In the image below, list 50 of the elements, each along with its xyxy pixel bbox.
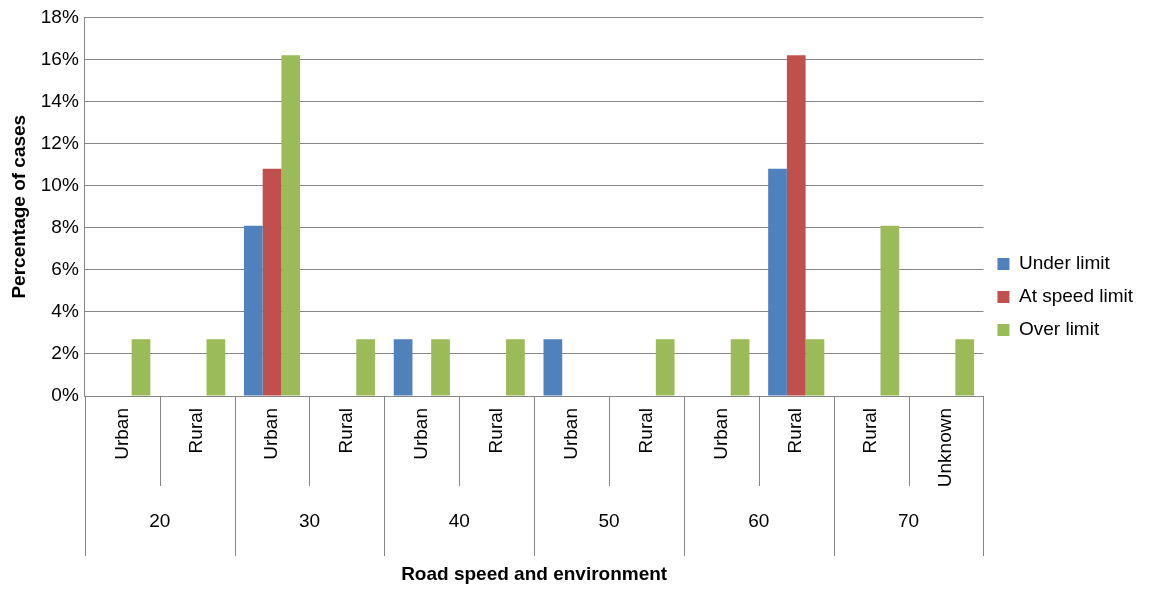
y-tick-label: 14% [40, 89, 79, 111]
y-tick-label: 6% [51, 258, 79, 280]
x-tick-label: Rural [185, 408, 207, 454]
text: 20 [149, 510, 171, 532]
x-tick-label: Urban [260, 408, 282, 460]
y-tick-label: 0% [51, 384, 79, 406]
legend-label: At speed limit [1018, 285, 1134, 307]
text: 70 [898, 510, 920, 532]
bar [393, 339, 413, 396]
bar [768, 168, 787, 396]
x-axis-title: Road speed and environment [401, 562, 668, 584]
bar [786, 55, 806, 396]
y-tick-label: 2% [51, 342, 79, 364]
bar [243, 225, 263, 396]
bar [131, 339, 151, 396]
text: 50 [598, 510, 620, 532]
y-axis-title: Percentage of cases [7, 114, 29, 299]
y-tick-label: 18% [40, 5, 79, 27]
bar [880, 225, 900, 396]
y-tick-label: 10% [40, 173, 79, 195]
bar [655, 339, 675, 396]
bar [955, 339, 975, 396]
y-tick-label: 8% [51, 215, 79, 237]
legend-label: Under limit [1018, 252, 1111, 274]
y-tick-label: 16% [40, 47, 79, 69]
x-tick-label: Rural [335, 408, 357, 454]
text: 40 [448, 510, 470, 532]
y-tick-label: 12% [40, 131, 79, 153]
text: 60 [748, 510, 770, 532]
bar [431, 339, 450, 396]
x-tick-label: Urban [410, 408, 432, 460]
x-tick-label: Rural [784, 408, 806, 454]
x-tick-label: Rural [634, 408, 656, 454]
bar [262, 168, 282, 396]
x-tick-label: Rural [484, 408, 506, 454]
bar [805, 339, 825, 396]
x-tick-label: Urban [110, 408, 132, 460]
x-tick-label: Urban [709, 408, 731, 460]
bar [281, 55, 301, 396]
bar [206, 339, 226, 396]
x-tick-label: Rural [859, 408, 881, 454]
x-tick-label: Unknown [934, 408, 956, 488]
bar [543, 339, 563, 396]
x-tick-label: Urban [559, 408, 581, 460]
y-tick-label: 4% [51, 300, 79, 322]
bar [506, 339, 525, 396]
text: 30 [298, 510, 321, 532]
legend-label: Over limit [1018, 318, 1100, 340]
bar [356, 339, 376, 396]
bar [730, 339, 750, 396]
